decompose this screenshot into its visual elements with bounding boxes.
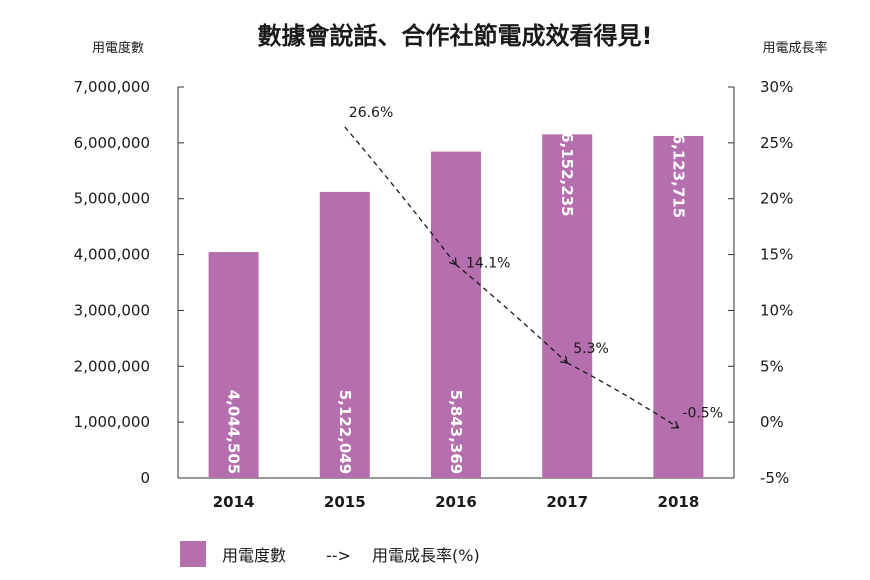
chart-title: 數據會說話、合作社節電成效看得見! [258,22,653,50]
rate-value-label: 5.3% [573,341,609,357]
y-tick-label: 7,000,000 [74,78,150,96]
bar [319,191,370,478]
y-axis-title: 用電度數 [92,40,144,56]
bars: 4,044,505 5,122,049 5,843,369 6,152,235 6,12… [208,132,704,478]
y2-tick-label: 30% [760,78,793,96]
y-tick-label: 2,000,000 [74,357,150,375]
rate-line: 26.6% 14.1% 5.3% -0.5% [344,105,723,429]
rate-value-label: 14.1% [466,256,510,272]
x-tick-label: 2015 [324,493,366,511]
y2-tick-label: 20% [760,190,793,208]
y-tick-label: 4,000,000 [74,246,150,264]
y2-tick-label: 0% [760,413,784,431]
y-tick-label: 1,000,000 [74,413,150,431]
y-tick-label: 5,000,000 [74,190,150,208]
legend: 用電度數 --> 用電成長率(%) [180,541,480,567]
bar-value-label: 5,122,049 [336,390,354,474]
bar-value-label: 6,123,715 [669,134,687,218]
rate-line-segment [344,126,457,266]
x-tick-label: 2017 [546,493,588,511]
y2-tick-label: 10% [760,301,793,319]
y2-tick-label: -5% [760,469,789,487]
rate-line-segment [566,362,680,429]
y2-tick-label: 15% [760,246,793,264]
rate-line-segment [455,264,569,364]
x-tick-label: 2016 [435,493,477,511]
x-tick-label: 2014 [213,493,255,511]
y2-tick-label: 5% [760,357,784,375]
y-tick-label: 6,000,000 [74,134,150,152]
axes: 0 1,000,000 2,000,000 3,000,000 4,000,000 5,0… [74,78,794,511]
bar-value-label: 6,152,235 [558,132,576,216]
x-tick-label: 2018 [658,493,700,511]
legend-line-symbol: --> [326,546,351,565]
rate-value-label: 26.6% [349,105,393,121]
legend-bar-label: 用電度數 [222,546,286,565]
legend-bar-swatch [180,541,206,567]
bar-value-label: 4,044,505 [225,390,243,474]
bar [431,151,481,478]
rate-value-label: -0.5% [682,406,723,422]
legend-line-label: 用電成長率(%) [372,546,480,565]
bar [542,134,593,478]
y-tick-label: 0 [140,469,150,487]
bar-value-label: 5,843,369 [447,390,465,474]
y-tick-label: 3,000,000 [74,301,150,319]
y2-tick-label: 25% [760,134,793,152]
y2-axis-title: 用電成長率 [762,40,827,56]
bar [208,252,259,478]
